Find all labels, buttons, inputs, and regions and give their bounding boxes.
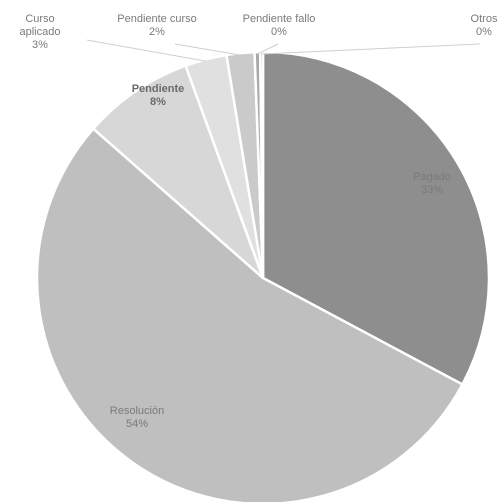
slice-label-4: Pendiente curso 2% — [117, 13, 197, 38]
leader-line-6 — [261, 43, 481, 55]
slice-name-1: Resolución — [110, 405, 164, 417]
leader-lines — [86, 39, 481, 62]
slice-percent-1: 54% — [126, 418, 148, 430]
pie-slice-0 — [261, 50, 491, 387]
slice-label-6: Otros 0% — [471, 13, 498, 38]
pie-slice-1 — [35, 126, 465, 502]
slice-label-3: Curso aplicado 3% — [20, 13, 61, 51]
pie-slices — [35, 50, 491, 502]
leader-line-3 — [86, 39, 207, 62]
slice-percent-2: 8% — [150, 96, 166, 108]
slice-label-2: Pendiente 8% — [132, 83, 185, 108]
slice-name-4: Pendiente curso — [117, 13, 197, 25]
slice-name-0: Pagado — [413, 171, 451, 183]
leader-line-5 — [257, 43, 279, 55]
leader-line-4 — [174, 43, 241, 56]
slice-name-2: Pendiente — [132, 83, 185, 95]
slice-name-5: Pendiente fallo — [243, 13, 316, 25]
slice-percent-4: 2% — [149, 26, 165, 38]
pie-slice-2 — [91, 64, 265, 279]
slice-percent-0: 33% — [421, 184, 443, 196]
slice-label-0: Pagado 33% — [413, 171, 451, 196]
slice-name-3: aplicado — [20, 26, 61, 38]
slice-labels: Pagado 33% Resolución 54% Pendiente 8% Curso ap… — [20, 13, 498, 430]
slice-percent-5: 0% — [271, 26, 287, 38]
slice-name-6: Otros — [471, 13, 498, 25]
slice-label-5: Pendiente fallo 0% — [243, 13, 316, 38]
slice-name-3: Curso — [25, 13, 54, 25]
slice-percent-3: 3% — [32, 39, 48, 51]
slice-percent-6: 0% — [476, 26, 492, 38]
slice-label-1: Resolución 54% — [110, 405, 164, 430]
